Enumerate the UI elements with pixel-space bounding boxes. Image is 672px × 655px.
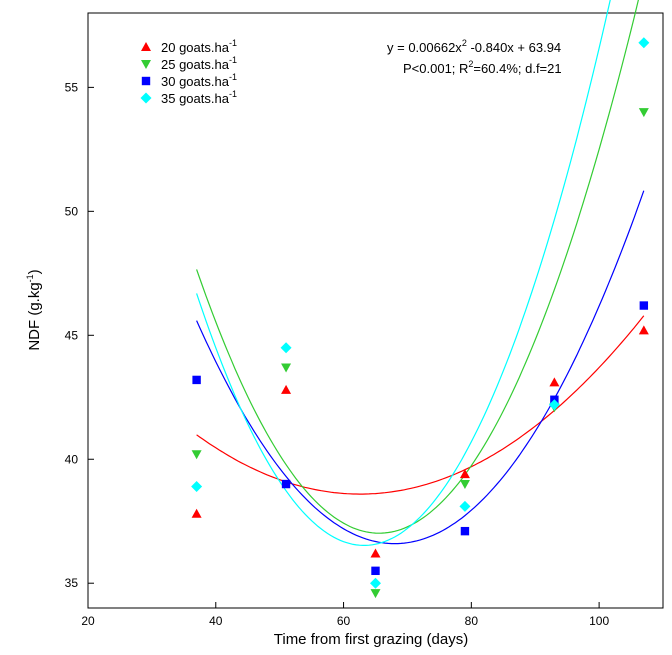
fit-curve — [196, 190, 645, 545]
data-point — [281, 479, 291, 489]
data-point — [280, 342, 292, 354]
fit-curve — [196, 0, 639, 534]
data-point — [191, 481, 203, 493]
data-point — [459, 500, 471, 512]
y-tick-label: 45 — [65, 328, 79, 342]
data-point — [192, 375, 201, 385]
data-point — [638, 325, 649, 335]
legend-marker — [141, 76, 151, 86]
data-point — [549, 377, 560, 387]
data-points — [191, 37, 650, 599]
plot-frame — [87, 12, 664, 609]
data-point — [638, 108, 649, 118]
data-point — [371, 566, 380, 576]
data-point — [370, 577, 381, 589]
data-point — [191, 450, 202, 460]
legend-label: 35 goats.ha-1 — [161, 89, 237, 106]
x-tick-label: 40 — [209, 614, 223, 628]
data-point — [548, 399, 560, 411]
data-point — [639, 301, 649, 310]
legend-label: 30 goats.ha-1 — [161, 72, 237, 89]
fit-curve — [196, 315, 645, 495]
legend: 20 goats.ha-125 goats.ha-130 goats.ha-13… — [140, 38, 237, 106]
legend-marker — [141, 42, 151, 51]
fit-curves — [196, 0, 645, 546]
data-point — [459, 480, 470, 490]
legend-marker — [140, 92, 152, 104]
data-point — [281, 363, 292, 373]
x-axis: 20 40 60 80 100 — [81, 602, 609, 628]
x-tick-label: 60 — [337, 614, 351, 628]
data-point — [370, 589, 381, 599]
equation-text: y = 0.00662x2 -0.840x + 63.94 — [387, 38, 561, 55]
legend-label: 20 goats.ha-1 — [161, 38, 237, 55]
data-point — [638, 37, 650, 49]
data-point — [459, 469, 470, 479]
data-point — [460, 526, 470, 536]
regression-annotation: y = 0.00662x2 -0.840x + 63.94 P<0.001; R… — [387, 38, 562, 76]
x-axis-title: Time from first grazing (days) — [274, 631, 468, 648]
data-point — [370, 548, 381, 558]
legend-label: 25 goats.ha-1 — [161, 55, 237, 72]
data-point — [191, 508, 202, 518]
statistics-text: P<0.001; R2=60.4%; d.f=21 — [403, 59, 562, 76]
x-tick-label: 100 — [589, 614, 609, 628]
y-tick-label: 55 — [65, 80, 79, 94]
legend-marker — [141, 60, 151, 69]
x-tick-label: 20 — [81, 614, 95, 628]
y-tick-label: 40 — [65, 452, 79, 466]
y-axis-title: NDF (g.kg-1) — [25, 269, 43, 350]
fit-curve — [196, 0, 611, 546]
y-tick-label: 50 — [65, 204, 79, 218]
y-axis: 35 40 45 50 55 — [65, 80, 94, 590]
y-tick-label: 35 — [65, 576, 79, 590]
data-point — [281, 384, 292, 394]
x-tick-label: 80 — [465, 614, 479, 628]
